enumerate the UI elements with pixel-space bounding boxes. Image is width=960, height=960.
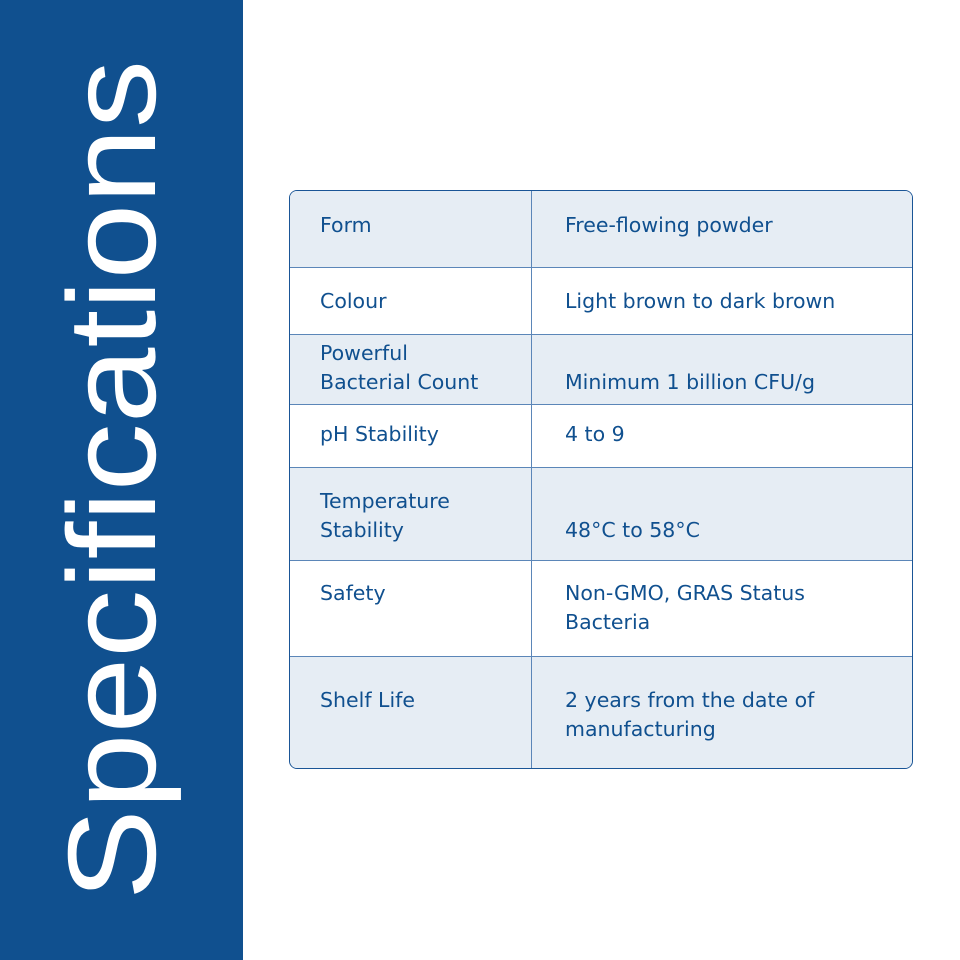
table-row: Safety Non-GMO, GRAS Status Bacteria (290, 560, 912, 656)
table-row: Colour Light brown to dark brown (290, 267, 912, 334)
row-value: Minimum 1 billion CFU/g (565, 370, 815, 394)
row-value: Light brown to dark brown (565, 289, 836, 313)
page-title: Specifications (43, 60, 182, 900)
row-label: Temperature Stability (320, 489, 450, 542)
title-panel: Specifications (0, 0, 243, 960)
table-row: Shelf Life 2 years from the date of manu… (290, 656, 912, 768)
table-row: Temperature Stability 48°C to 58°C (290, 467, 912, 560)
row-label: Powerful Bacterial Count (320, 341, 479, 394)
table-row: pH Stability 4 to 9 (290, 404, 912, 467)
row-label: Colour (320, 289, 387, 313)
row-value: Free-flowing powder (565, 213, 773, 237)
table-row: Form Free-flowing powder (290, 191, 912, 267)
row-label: Form (320, 213, 372, 237)
row-value: 4 to 9 (565, 422, 625, 446)
row-value: 2 years from the date of manufacturing (565, 688, 815, 741)
row-label: pH Stability (320, 422, 439, 446)
specifications-table: Form Free-flowing powder Colour Light br… (289, 190, 913, 769)
title-svg: Specifications (43, 60, 182, 900)
table-row: Powerful Bacterial Count Minimum 1 billi… (290, 334, 912, 404)
row-label: Safety (320, 581, 386, 605)
row-value: Non-GMO, GRAS Status Bacteria (565, 581, 805, 634)
row-value: 48°C to 58°C (565, 518, 700, 542)
row-label: Shelf Life (320, 688, 415, 712)
